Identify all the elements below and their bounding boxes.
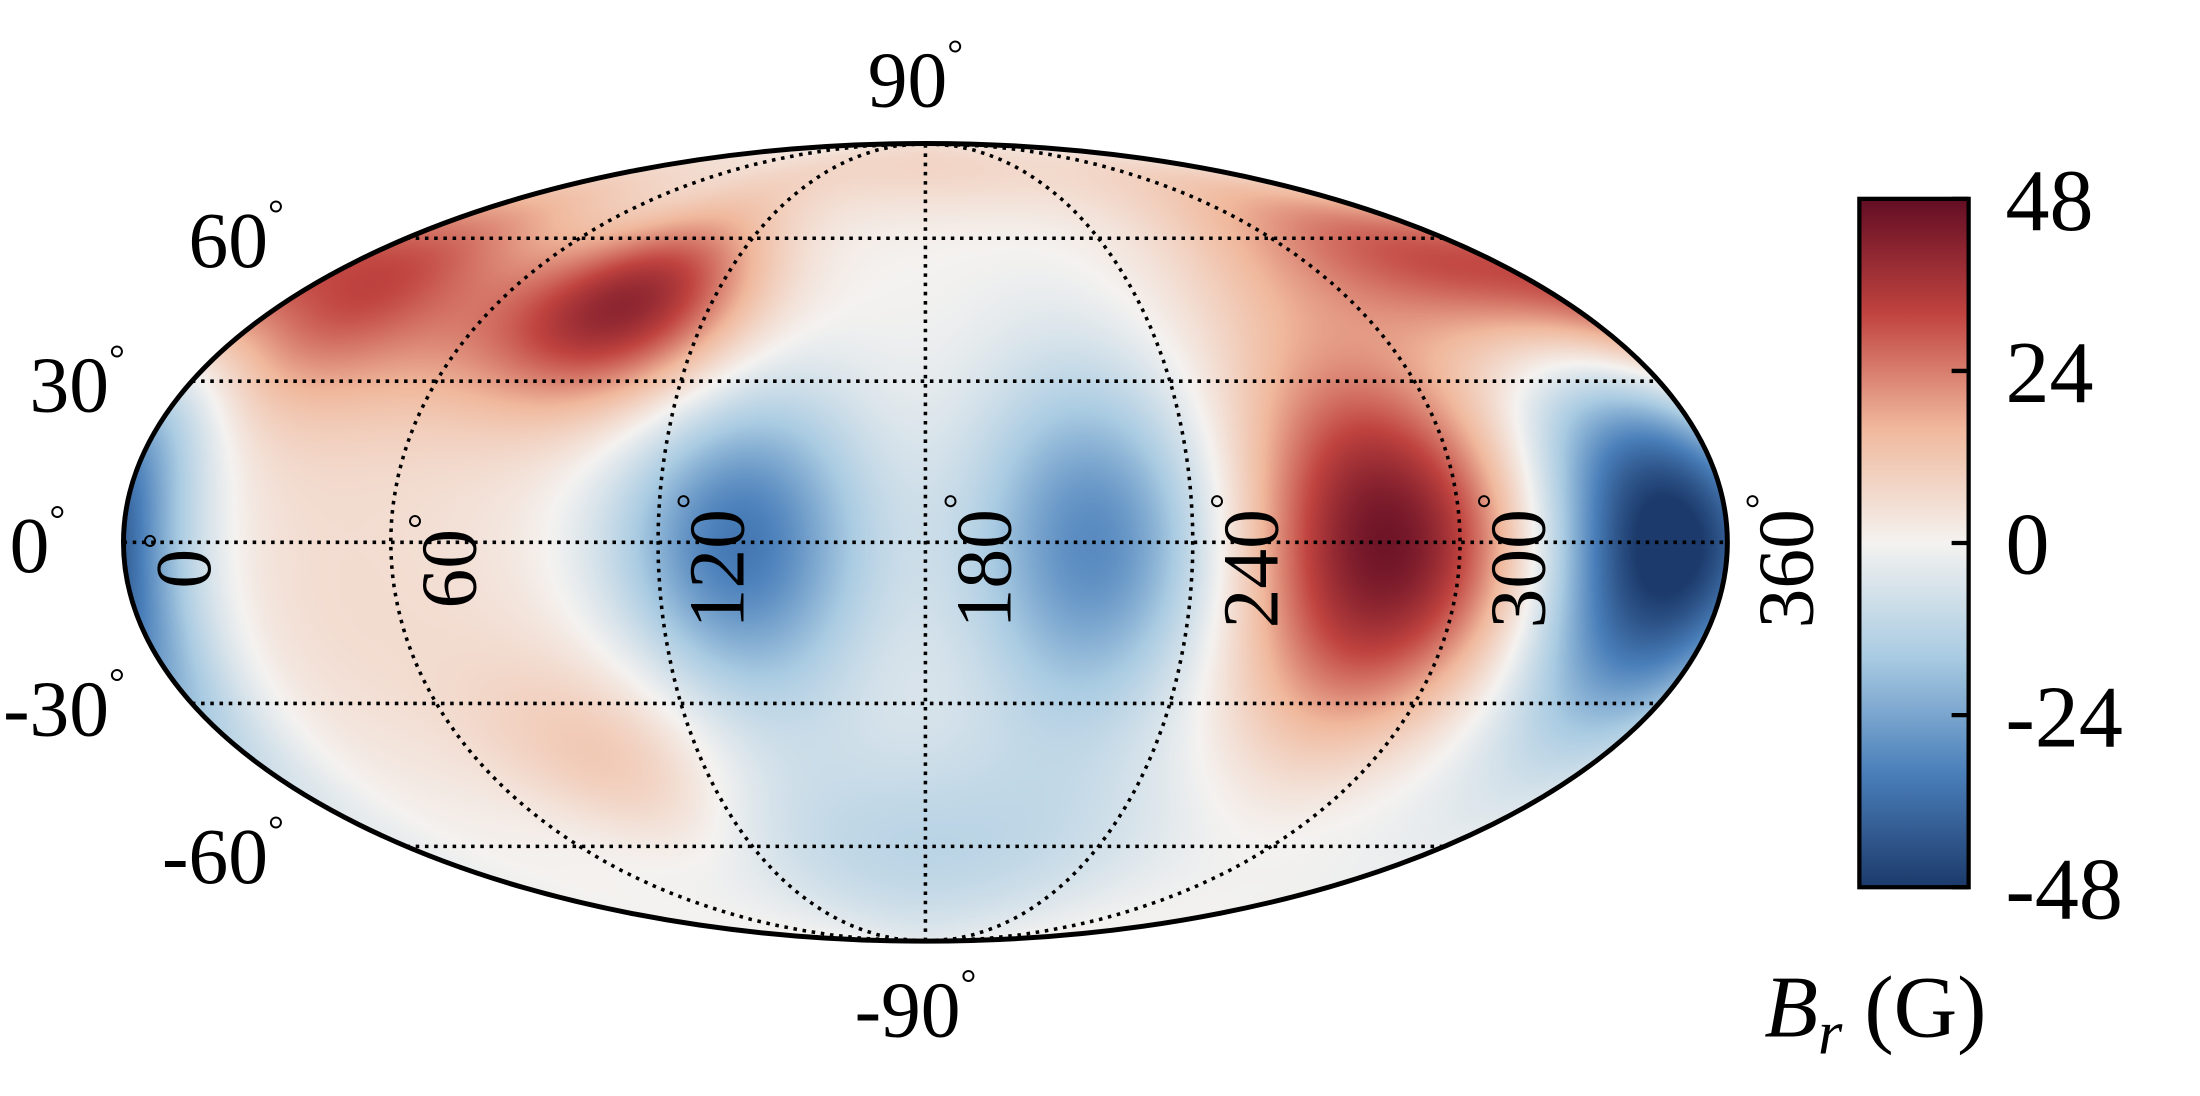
colorbar xyxy=(1857,196,1971,890)
colorbar-label-0: 0 xyxy=(2006,497,2050,594)
colorbar-title: Br (G) xyxy=(1764,959,1986,1067)
lon-label-60: 60° xyxy=(401,513,494,608)
lat-label-30: 30° xyxy=(30,337,125,430)
colorbar-label-48: 48 xyxy=(2006,153,2094,250)
graticule xyxy=(123,141,1728,943)
colorbar-label-24: 24 xyxy=(2006,325,2094,422)
lon-label-360: 360° xyxy=(1738,493,1831,628)
meridian-line xyxy=(925,141,1462,943)
lon-label-0: 0° xyxy=(135,533,228,589)
lat-label-90: 90° xyxy=(868,32,963,125)
lon-label-180: 180° xyxy=(936,493,1029,628)
lon-label-240: 240° xyxy=(1203,493,1296,628)
latitude-labels: 90° 60° 30° 0° -30° -60° -90° xyxy=(3,32,976,1054)
lat-label-minus30: -30° xyxy=(3,661,125,754)
meridian-line xyxy=(656,141,926,943)
colorbar-label-minus48: -48 xyxy=(2006,841,2123,938)
lon-label-300: 300° xyxy=(1470,493,1563,628)
colorbar-ticks xyxy=(1951,196,1969,890)
lat-label-0: 0° xyxy=(10,497,66,590)
lat-label-60: 60° xyxy=(189,192,284,285)
colorbar-tick-labels: 48 24 0 -24 -48 xyxy=(2006,153,2123,938)
map-boundary xyxy=(121,141,1730,944)
lat-label-minus60: -60° xyxy=(162,808,284,901)
longitude-labels: 0° 60° 120° 180° 240° 300° 360° xyxy=(135,493,1830,628)
lat-label-minus90: -90° xyxy=(855,962,977,1055)
meridian-line xyxy=(925,141,1195,943)
lon-label-120: 120° xyxy=(669,493,762,628)
colorbar-label-minus24: -24 xyxy=(2006,670,2123,767)
meridian-line xyxy=(388,141,926,943)
